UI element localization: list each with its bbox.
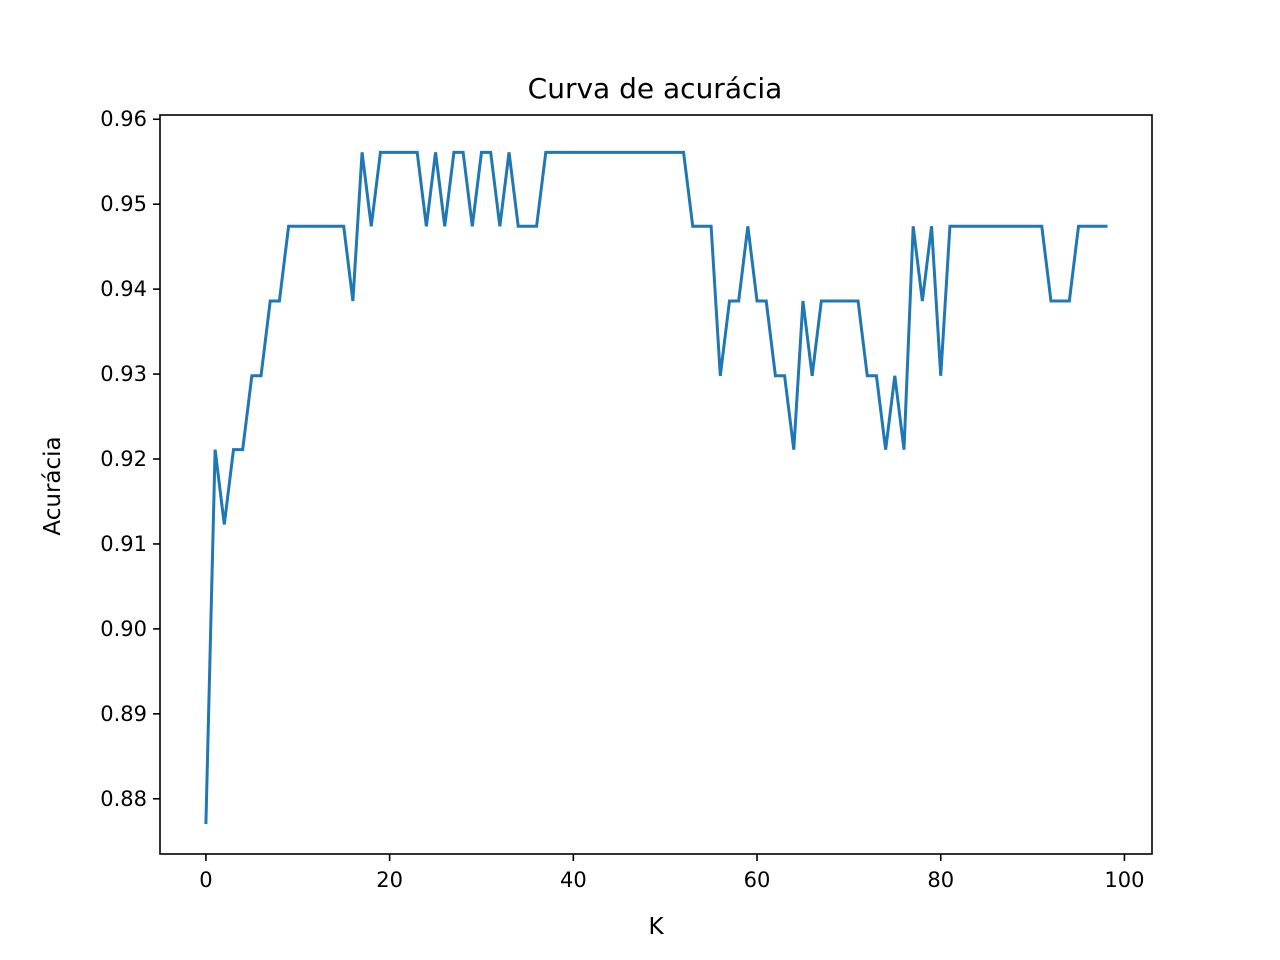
y-axis-label: Acurácia (40, 436, 66, 535)
accuracy-series-line (204, 150, 1108, 825)
y-tick-label: 0.88 (100, 787, 147, 811)
y-tick-label: 0.91 (100, 532, 147, 556)
x-tick-label: 20 (376, 868, 403, 892)
x-axis-ticks: 0 20 40 60 80 100 (199, 854, 1144, 892)
y-tick-label: 0.96 (100, 107, 147, 131)
y-tick-label: 0.89 (100, 702, 147, 726)
x-tick-label: 80 (927, 868, 954, 892)
x-tick-label: 100 (1104, 868, 1144, 892)
y-axis-ticks: 0.88 0.89 0.90 0.91 0.92 0.93 0.94 0.95 0.96 (100, 107, 160, 811)
y-tick-label: 0.90 (100, 617, 147, 641)
x-tick-label: 40 (560, 868, 587, 892)
y-tick-label: 0.94 (100, 277, 147, 301)
y-tick-label: 0.92 (100, 447, 147, 471)
x-tick-label: 0 (199, 868, 212, 892)
y-tick-label: 0.95 (100, 192, 147, 216)
x-tick-label: 60 (744, 868, 771, 892)
y-tick-label: 0.93 (100, 362, 147, 386)
chart-title: Curva de acurácia (528, 72, 783, 105)
x-axis-label: K (648, 914, 664, 940)
plot-area-frame (159, 114, 1153, 855)
